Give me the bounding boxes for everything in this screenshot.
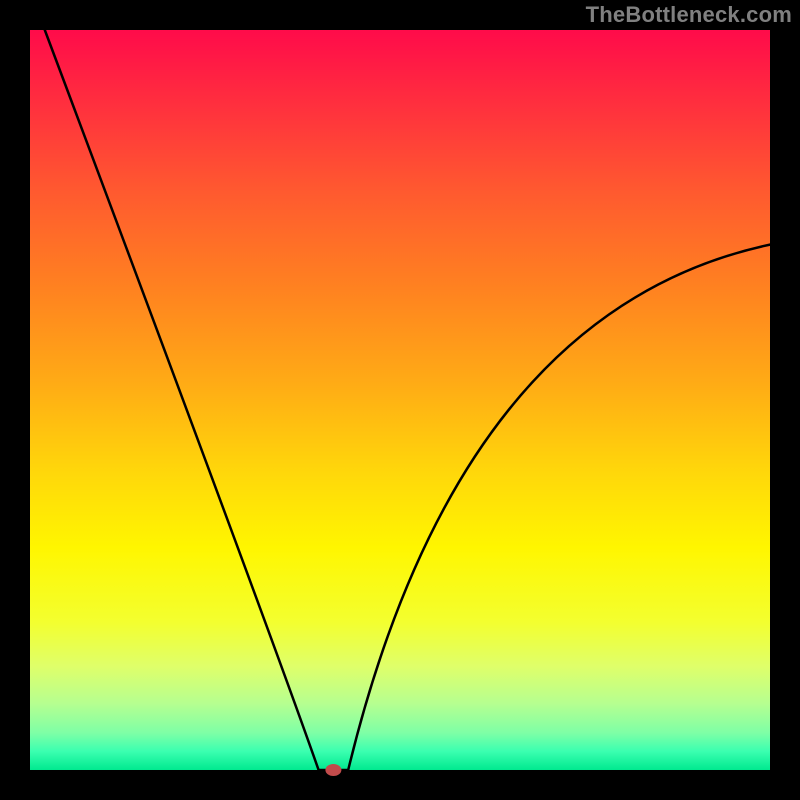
plot-background: [30, 30, 770, 770]
watermark-text: TheBottleneck.com: [586, 2, 792, 28]
optimal-marker: [325, 764, 341, 776]
bottleneck-chart: [0, 0, 800, 800]
chart-container: TheBottleneck.com: [0, 0, 800, 800]
